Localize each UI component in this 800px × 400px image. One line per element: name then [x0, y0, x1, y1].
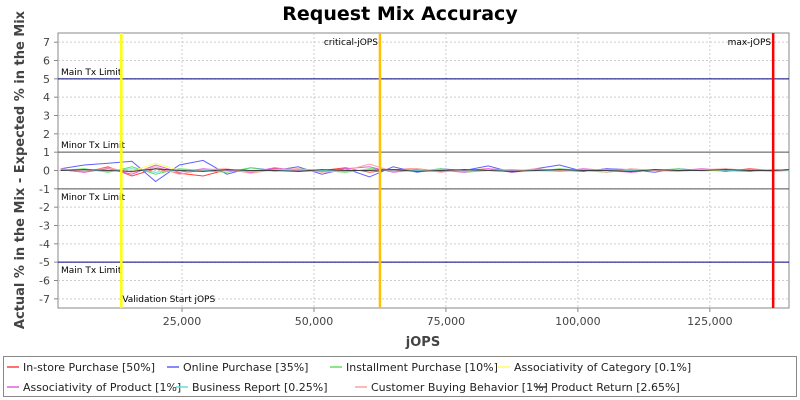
- series-line: [60, 168, 790, 172]
- y-tick-label: -3: [39, 220, 50, 233]
- marker-lines: Validation Start jOPS critical-jOPS max-jO…: [120, 33, 775, 308]
- y-tick-label: -4: [39, 238, 50, 251]
- legend-entry: Installment Purchase [10%]: [346, 361, 498, 374]
- x-tick-label: 75,000: [427, 315, 466, 328]
- legend-entry: Customer Buying Behavior [1%]: [371, 381, 548, 394]
- y-tick-label: -2: [39, 201, 50, 214]
- y-tick-label: 1: [43, 146, 50, 159]
- x-axis-ticks: 25,000 50,000 75,000 100,000 125,000: [163, 308, 733, 328]
- chart-title: Request Mix Accuracy: [282, 3, 518, 25]
- legend-entry: Associativity of Product [1%]: [23, 381, 181, 394]
- marker-label: Validation Start jOPS: [122, 295, 215, 305]
- x-axis-label: jOPS: [405, 335, 440, 350]
- y-tick-label: -5: [39, 256, 50, 269]
- x-tick-label: 100,000: [555, 315, 601, 328]
- y-tick-label: -6: [39, 275, 50, 288]
- legend: In-store Purchase [50%] Online Purchase […: [3, 356, 797, 397]
- marker-label: critical-jOPS: [324, 38, 378, 48]
- legend-entry: Online Purchase [35%]: [183, 361, 308, 374]
- y-axis-ticks: 7 6 5 4 3 2 1 0 -1 -2 -3 -4 -5 -6 -7: [39, 36, 58, 306]
- limit-line-label: Main Tx Limit: [61, 266, 122, 276]
- plot-area: Main Tx Limit Minor Tx Limit Minor Tx Limi…: [57, 32, 790, 309]
- y-tick-label: 6: [43, 55, 50, 68]
- y-tick-label: -1: [39, 183, 50, 196]
- y-tick-label: 4: [43, 91, 50, 104]
- y-tick-label: 0: [43, 165, 50, 178]
- legend-entry: Product Return [2.65%]: [551, 381, 680, 394]
- y-tick-label: 3: [43, 110, 50, 123]
- limit-line-label: Minor Tx Limit: [61, 141, 126, 151]
- limit-line-label: Main Tx Limit: [61, 68, 122, 78]
- x-tick-label: 125,000: [687, 315, 733, 328]
- x-tick-label: 25,000: [163, 315, 202, 328]
- series-lines: [60, 159, 790, 183]
- y-tick-label: 7: [43, 36, 50, 49]
- y-tick-label: 2: [43, 128, 50, 141]
- y-tick-label: -7: [39, 293, 50, 306]
- legend-entry: In-store Purchase [50%]: [23, 361, 155, 374]
- y-axis-label: Actual % in the Mix - Expected % in the …: [13, 10, 28, 329]
- legend-entry: Business Report [0.25%]: [192, 381, 328, 394]
- x-tick-label: 50,000: [295, 315, 334, 328]
- legend-entry: Associativity of Category [0.1%]: [514, 361, 691, 374]
- limit-line-label: Minor Tx Limit: [61, 193, 126, 203]
- limit-lines: Main Tx Limit Minor Tx Limit Minor Tx Limi…: [58, 68, 789, 276]
- marker-label: max-jOPS: [728, 38, 772, 48]
- legend-box: [3, 356, 797, 397]
- y-tick-label: 5: [43, 73, 50, 86]
